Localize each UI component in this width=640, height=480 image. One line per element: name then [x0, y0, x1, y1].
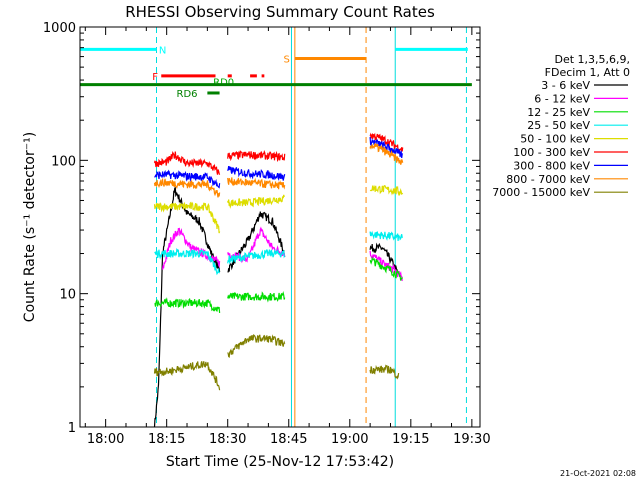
plot-frame	[79, 26, 481, 428]
y-tick-label: 100	[51, 154, 76, 169]
series-line	[369, 137, 404, 159]
y-tick-label: 1	[68, 421, 76, 436]
series-line	[154, 297, 221, 313]
legend-label: 12 - 25 keV	[527, 106, 590, 119]
x-axis-label: Start Time (25-Nov-12 17:53:42)	[166, 454, 394, 470]
series-line	[227, 149, 286, 163]
legend-label: 7000 - 15000 keV	[492, 186, 590, 199]
series-line	[154, 247, 221, 276]
flag-label: F	[152, 72, 158, 83]
x-tick-label: 18:30	[209, 432, 246, 447]
y-tick-label: 1000	[43, 21, 76, 36]
legend: Det 1,3,5,6,9,FDecim 1, Att 03 - 6 keV6 …	[492, 53, 630, 199]
x-tick-label: 19:00	[331, 432, 368, 447]
legend-label: 25 - 50 keV	[527, 119, 590, 132]
series-line	[369, 184, 404, 197]
series-line	[369, 132, 404, 154]
y-tick-label: 10	[59, 288, 76, 303]
flag-label: N	[159, 45, 166, 56]
series-line	[369, 142, 404, 165]
series-line	[153, 187, 221, 428]
chart-title: RHESSI Observing Summary Count Rates	[125, 3, 435, 21]
series-line	[154, 169, 221, 189]
series-line	[227, 166, 286, 181]
legend-label: 6 - 12 keV	[534, 92, 590, 105]
flag-label: S	[284, 55, 290, 66]
legend-label: 800 - 7000 keV	[506, 173, 590, 186]
series-line	[153, 177, 221, 198]
y-axis-label: Count Rate (s⁻¹ detector⁻¹)	[22, 132, 38, 322]
series-line	[153, 361, 221, 391]
series-line	[227, 248, 286, 265]
flag-label: RD6	[177, 89, 198, 100]
series-line	[227, 211, 286, 273]
legend-header: Det 1,3,5,6,9,	[554, 53, 630, 66]
series-line	[227, 177, 286, 190]
series-line	[153, 151, 221, 175]
x-tick-label: 19:30	[453, 432, 490, 447]
series-line	[227, 333, 286, 359]
flag-label: RD0	[213, 78, 234, 89]
series-line	[369, 364, 400, 380]
series-line	[153, 201, 221, 234]
series-line	[227, 290, 286, 303]
series-line	[369, 230, 403, 242]
legend-label: 3 - 6 keV	[541, 79, 590, 92]
legend-label: 100 - 300 keV	[513, 146, 590, 159]
x-tick-label: 18:00	[87, 432, 124, 447]
series-line	[369, 256, 404, 281]
legend-header: FDecim 1, Att 0	[545, 66, 630, 79]
footer-date: 21-Oct-2021 02:08	[560, 469, 636, 478]
legend-label: 300 - 800 keV	[513, 159, 590, 172]
x-tick-label: 18:45	[270, 432, 307, 447]
x-tick-label: 19:15	[392, 432, 429, 447]
series-line	[227, 194, 285, 209]
legend-label: 50 - 100 keV	[520, 133, 590, 146]
x-tick-label: 18:15	[148, 432, 185, 447]
series-line	[162, 227, 221, 270]
